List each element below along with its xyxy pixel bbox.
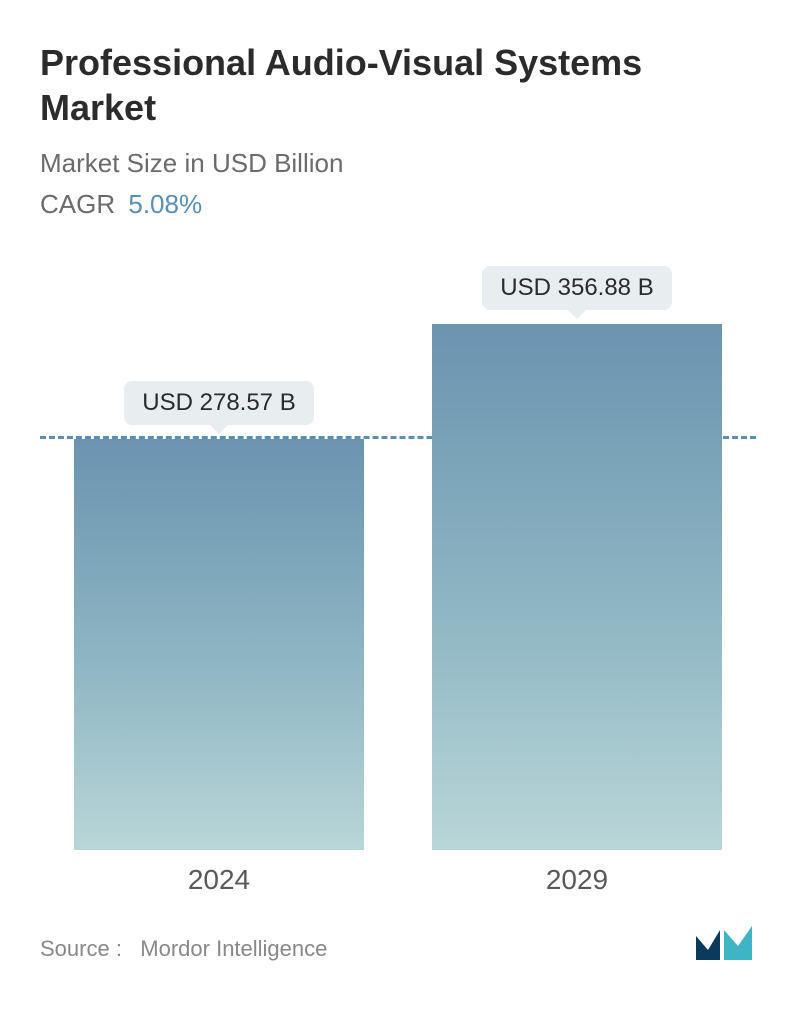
page-title: Professional Audio-Visual Systems Market bbox=[40, 40, 756, 130]
bar bbox=[432, 324, 722, 850]
source-text: Source : Mordor Intelligence bbox=[40, 936, 327, 962]
footer: Source : Mordor Intelligence bbox=[40, 896, 756, 962]
bar-group-1: USD 356.88 B bbox=[427, 260, 727, 850]
value-badge: USD 278.57 B bbox=[124, 381, 313, 425]
chart-area: USD 278.57 B USD 356.88 B 2024 2029 Sour… bbox=[40, 260, 756, 1014]
cagr-value: 5.08% bbox=[128, 189, 202, 219]
bar-plot: USD 278.57 B USD 356.88 B bbox=[40, 260, 756, 850]
chart-container: Professional Audio-Visual Systems Market… bbox=[0, 0, 796, 1034]
cagr-label: CAGR bbox=[40, 189, 115, 219]
source-name: Mordor Intelligence bbox=[140, 936, 327, 961]
bar bbox=[74, 439, 364, 850]
source-label: Source : bbox=[40, 936, 122, 961]
value-label: USD 356.88 B bbox=[500, 274, 653, 301]
bars-group: USD 278.57 B USD 356.88 B bbox=[40, 260, 756, 850]
brand-logo-icon bbox=[694, 922, 756, 962]
cagr-row: CAGR 5.08% bbox=[40, 189, 756, 220]
x-label: 2029 bbox=[427, 864, 727, 896]
bar-group-0: USD 278.57 B bbox=[69, 260, 369, 850]
subtitle: Market Size in USD Billion bbox=[40, 148, 756, 179]
value-label: USD 278.57 B bbox=[142, 389, 295, 416]
x-axis-labels: 2024 2029 bbox=[40, 864, 756, 896]
x-label: 2024 bbox=[69, 864, 369, 896]
value-badge: USD 356.88 B bbox=[482, 266, 671, 310]
